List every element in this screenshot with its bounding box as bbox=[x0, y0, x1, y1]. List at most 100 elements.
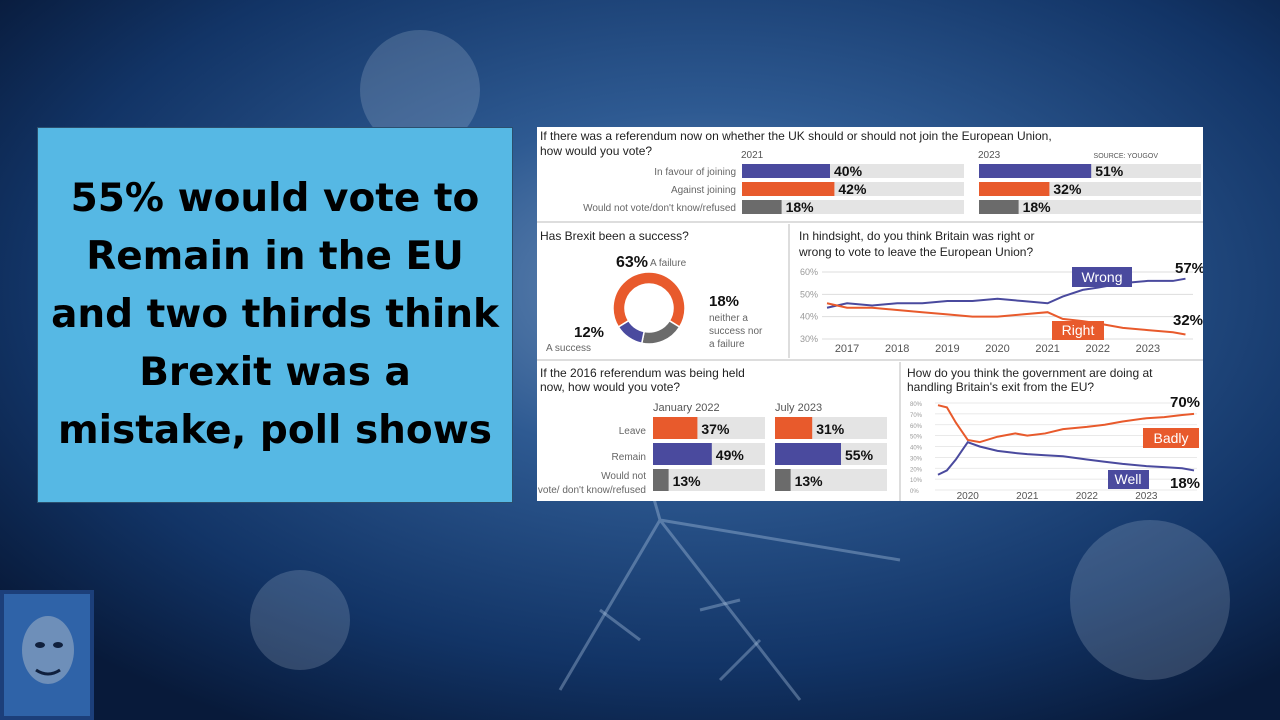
series-label: 2023 bbox=[978, 150, 1001, 161]
bar bbox=[653, 443, 712, 465]
legend-box bbox=[1072, 267, 1132, 287]
y-tick-label: 0% bbox=[910, 489, 919, 495]
chart-title: how would you vote? bbox=[540, 144, 652, 158]
slice-label: neither a bbox=[709, 313, 748, 324]
bar bbox=[742, 182, 835, 196]
data-label: 57% bbox=[1175, 260, 1203, 277]
data-label: 49% bbox=[716, 447, 745, 463]
data-label: 55% bbox=[845, 447, 874, 463]
bar bbox=[775, 417, 813, 439]
bar-track bbox=[742, 200, 964, 214]
bar-track bbox=[979, 200, 1201, 214]
source-label: SOURCE: YOUGOV bbox=[1094, 153, 1159, 160]
data-label: 18% bbox=[786, 199, 815, 215]
bar bbox=[979, 200, 1019, 214]
x-tick-label: 2022 bbox=[1076, 491, 1099, 501]
y-tick-label: 10% bbox=[910, 478, 923, 484]
data-label: 42% bbox=[838, 181, 867, 197]
chart-title: handling Britain's exit from the EU? bbox=[907, 380, 1094, 394]
pie-slice bbox=[612, 271, 686, 329]
data-label: 51% bbox=[1095, 163, 1124, 179]
y-tick-label: 80% bbox=[910, 402, 923, 408]
legend-box bbox=[1108, 470, 1149, 489]
pie-slice bbox=[640, 319, 681, 345]
category-label: Would not vote/don't know/refused bbox=[583, 203, 736, 214]
chart-title: now, how would you vote? bbox=[540, 380, 680, 394]
series-label: January 2022 bbox=[653, 402, 720, 414]
y-tick-label: 60% bbox=[800, 267, 818, 277]
category-label: Would not bbox=[601, 471, 646, 482]
x-tick-label: 2020 bbox=[957, 491, 980, 501]
series-label: July 2023 bbox=[775, 402, 822, 414]
y-tick-label: 20% bbox=[910, 467, 923, 473]
x-tick-label: 2023 bbox=[1135, 491, 1158, 501]
data-label: 63% bbox=[616, 254, 648, 271]
chart-title: How do you think the government are doin… bbox=[907, 366, 1153, 380]
y-tick-label: 40% bbox=[910, 446, 923, 452]
category-label: Against joining bbox=[671, 185, 736, 196]
bar bbox=[653, 469, 669, 491]
headline: 55% would vote to Remain in the EU and t… bbox=[51, 176, 499, 453]
data-label: 18% bbox=[709, 293, 739, 310]
x-tick-label: 2018 bbox=[885, 343, 909, 355]
y-tick-label: 30% bbox=[800, 334, 818, 344]
series-line bbox=[826, 302, 1186, 336]
y-tick-label: 30% bbox=[910, 456, 923, 462]
data-label: 13% bbox=[795, 473, 824, 489]
series-line bbox=[937, 440, 1195, 476]
series-line bbox=[937, 404, 1195, 444]
legend-box bbox=[1052, 321, 1104, 340]
x-tick-label: 2017 bbox=[835, 343, 859, 355]
data-label: 37% bbox=[701, 421, 730, 437]
series-label: Badly bbox=[1153, 430, 1188, 446]
x-tick-label: 2020 bbox=[985, 343, 1009, 355]
x-tick-label: 2019 bbox=[935, 343, 959, 355]
y-tick-label: 50% bbox=[800, 289, 818, 299]
x-tick-label: 2022 bbox=[1086, 343, 1110, 355]
bar bbox=[775, 443, 841, 465]
legend-box bbox=[1143, 428, 1199, 448]
avatar-icon bbox=[0, 590, 94, 720]
y-tick-label: 60% bbox=[910, 424, 923, 430]
slice-label: success nor bbox=[709, 326, 763, 337]
data-label: 12% bbox=[574, 324, 604, 341]
bar-track bbox=[775, 469, 887, 491]
chart-title: In hindsight, do you think Britain was r… bbox=[799, 229, 1034, 243]
series-label: Wrong bbox=[1082, 269, 1123, 285]
data-label: 31% bbox=[816, 421, 845, 437]
poll-infographic: If there was a referendum now on whether… bbox=[537, 127, 1203, 501]
y-tick-label: 70% bbox=[910, 413, 923, 419]
category-label: Remain bbox=[612, 452, 646, 463]
x-tick-label: 2023 bbox=[1136, 343, 1160, 355]
data-label: 18% bbox=[1170, 475, 1200, 492]
bar bbox=[775, 469, 791, 491]
chart-title: If there was a referendum now on whether… bbox=[540, 129, 1052, 143]
bar bbox=[742, 164, 830, 178]
x-tick-label: 2021 bbox=[1016, 491, 1039, 501]
slice-label: A failure bbox=[650, 258, 687, 269]
y-tick-label: 50% bbox=[910, 435, 923, 441]
bar bbox=[653, 417, 698, 439]
data-label: 32% bbox=[1053, 181, 1082, 197]
y-tick-label: 40% bbox=[800, 312, 818, 322]
data-label: 70% bbox=[1170, 394, 1200, 411]
series-label: 2021 bbox=[741, 150, 764, 161]
category-label: Leave bbox=[619, 426, 647, 437]
category-label: In favour of joining bbox=[654, 167, 736, 178]
bar bbox=[742, 200, 782, 214]
chart-title: If the 2016 referendum was being held bbox=[540, 366, 745, 380]
data-label: 18% bbox=[1023, 199, 1052, 215]
pie-slice bbox=[617, 319, 646, 345]
chart-title: wrong to vote to leave the European Unio… bbox=[798, 245, 1033, 259]
series-label: Right bbox=[1062, 322, 1095, 338]
x-tick-label: 2021 bbox=[1035, 343, 1059, 355]
data-label: 32% bbox=[1173, 312, 1203, 329]
slice-label: A success bbox=[546, 343, 591, 354]
bar bbox=[979, 182, 1050, 196]
category-label: vote/ don't know/refused bbox=[538, 485, 646, 496]
headline-box: 55% would vote to Remain in the EU and t… bbox=[37, 127, 513, 503]
series-label: Well bbox=[1115, 471, 1142, 487]
slice-label: a failure bbox=[709, 339, 745, 350]
bar bbox=[979, 164, 1092, 178]
data-label: 13% bbox=[673, 473, 702, 489]
